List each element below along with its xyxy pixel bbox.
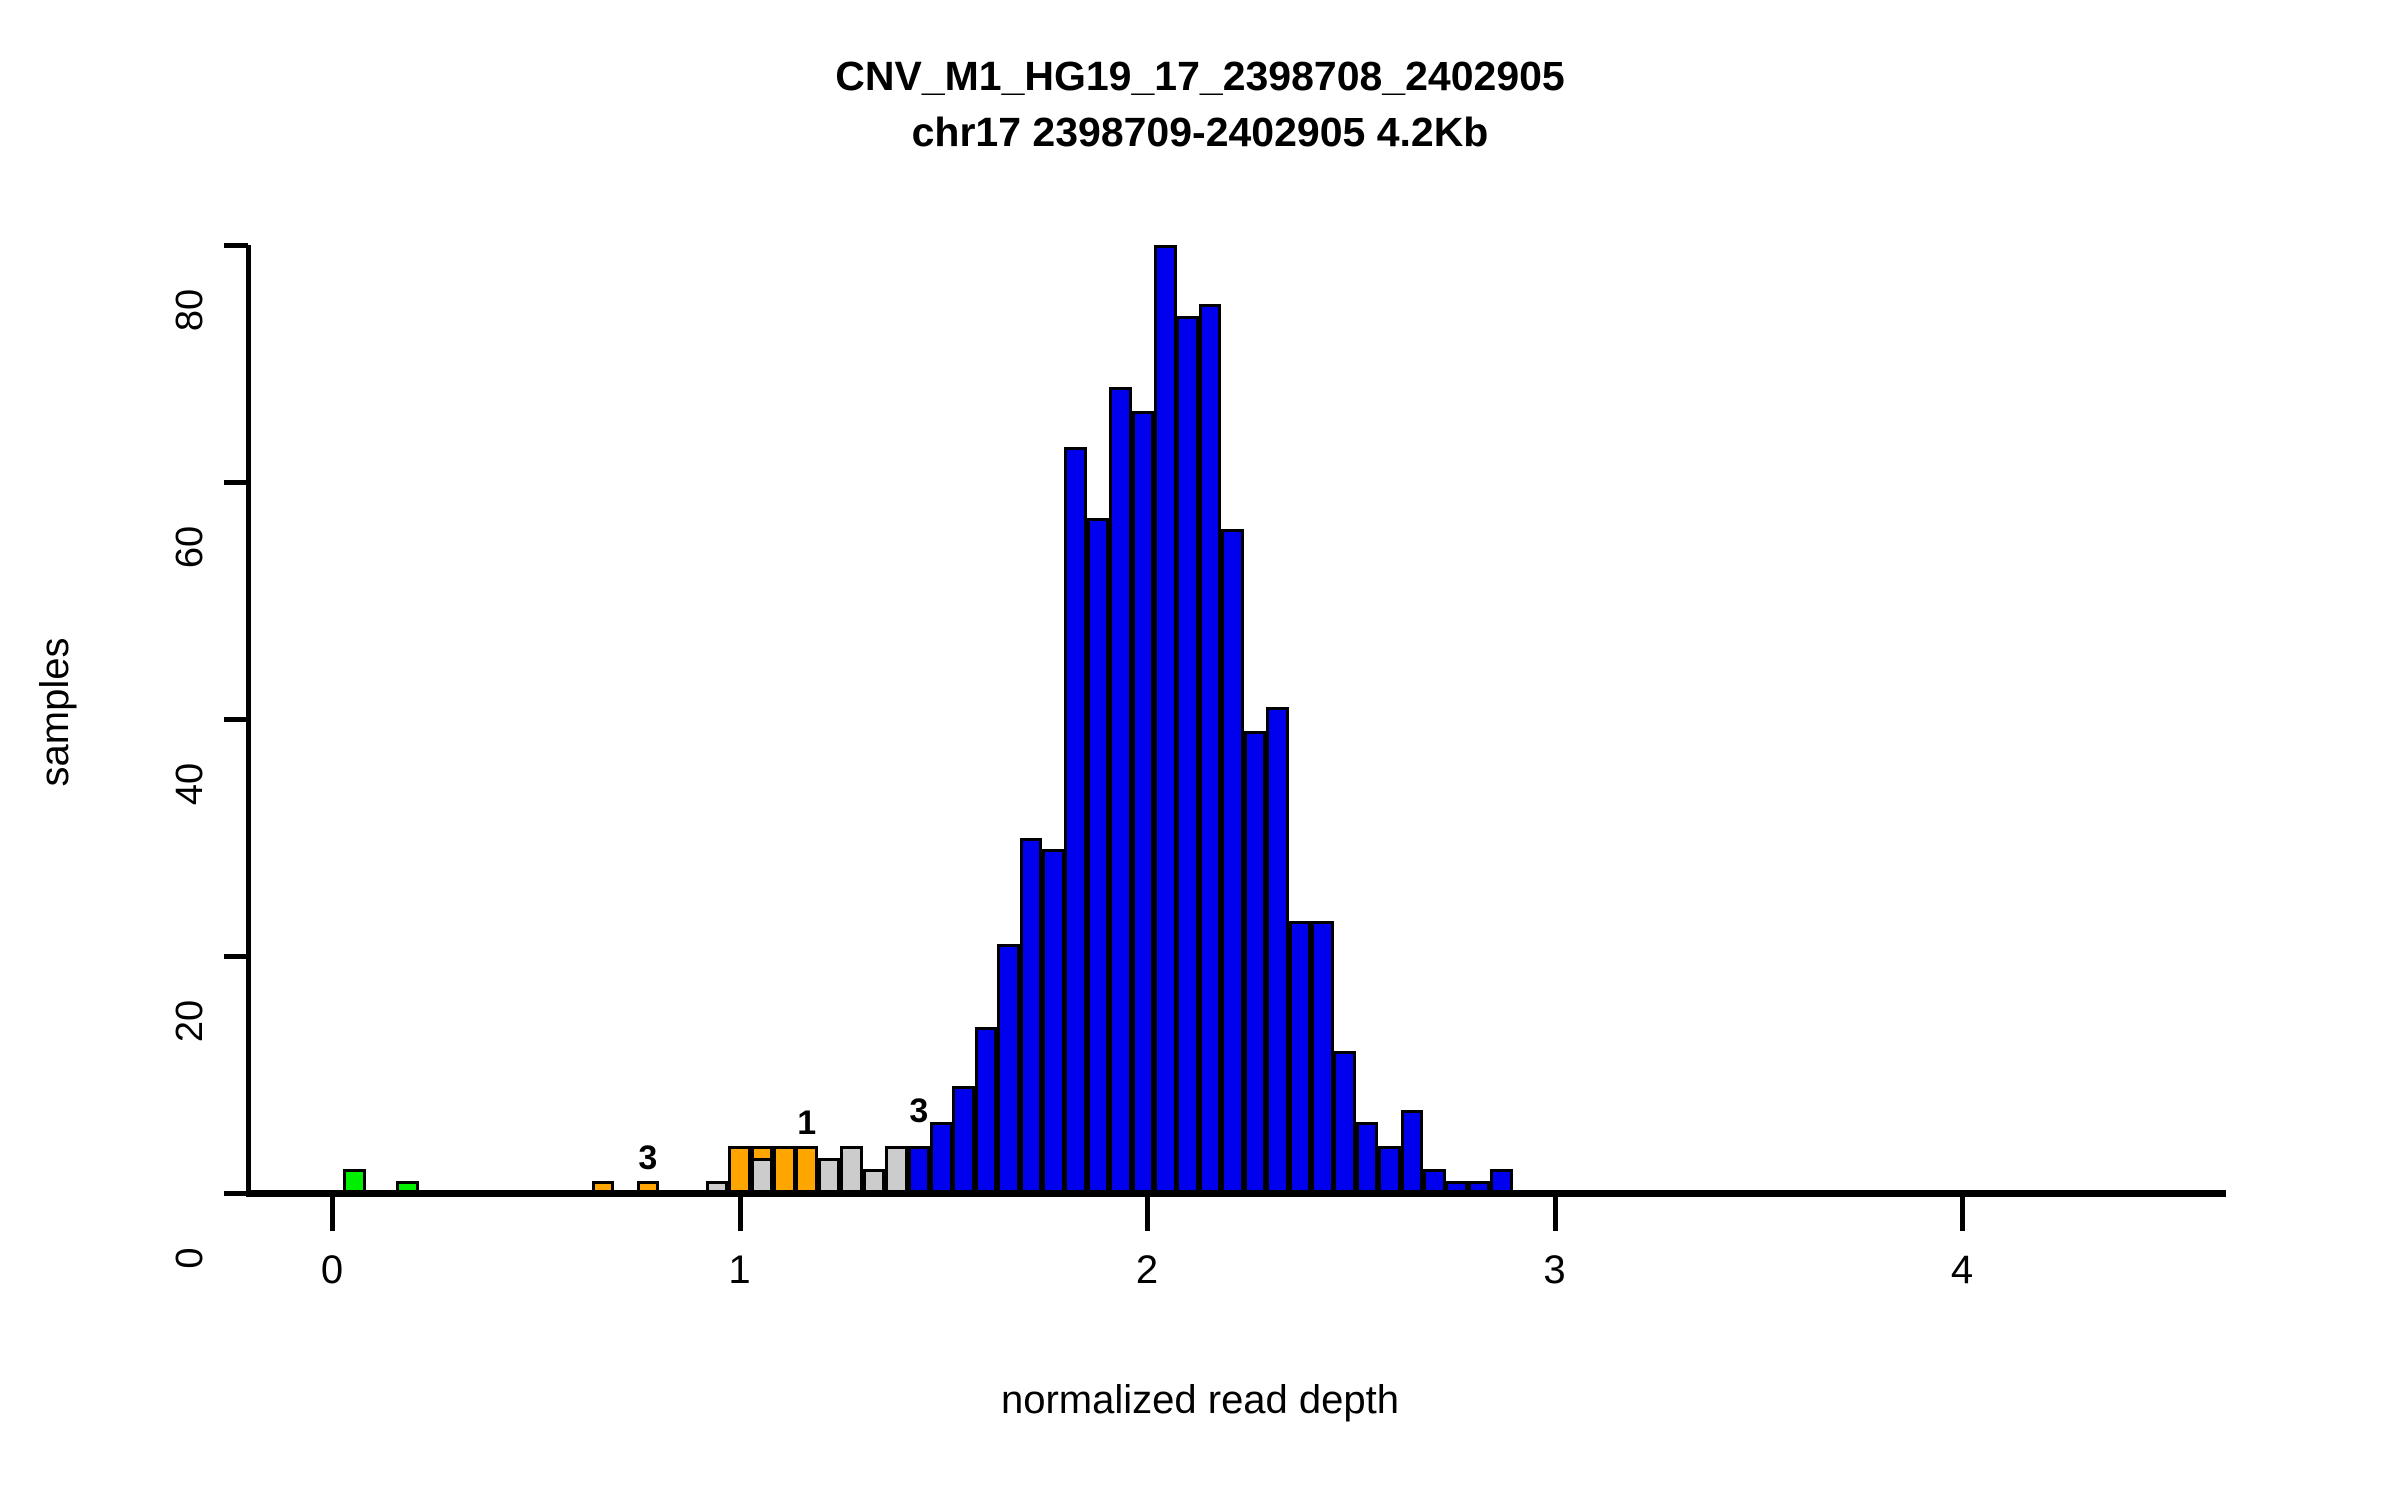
x-axis-tick-mark xyxy=(1145,1197,1150,1231)
y-axis-tick-label: 80 xyxy=(169,288,211,332)
y-axis-tick-mark xyxy=(224,480,248,485)
bar-count-label: 1 xyxy=(797,1103,817,1142)
histogram-bar-normal xyxy=(1086,517,1110,1196)
histogram-bar-normal xyxy=(1131,410,1155,1196)
histogram-bar-normal xyxy=(1266,707,1289,1196)
bar-count-label: 3 xyxy=(909,1091,929,1130)
histogram-bar-normal xyxy=(1378,1145,1401,1196)
histogram-bar-normal xyxy=(1041,849,1065,1196)
histogram-bar-normal xyxy=(952,1086,975,1196)
x-axis-tick-mark xyxy=(1552,1197,1558,1231)
y-axis-tick-mark xyxy=(224,1191,248,1196)
x-axis-tick-mark xyxy=(1960,1197,1965,1231)
y-axis-tick-label: 0 xyxy=(169,1247,211,1269)
histogram-bar-normal xyxy=(1176,316,1200,1196)
chart-title-line-1: CNV_M1_HG19_17_2398708_2402905 xyxy=(835,53,1565,99)
x-axis-tick-label: 0 xyxy=(320,1248,344,1292)
histogram-bar-normal xyxy=(1198,304,1222,1197)
x-axis-line xyxy=(246,1190,2226,1197)
histogram-bar-ambiguous xyxy=(885,1145,908,1196)
chart-title-line-2: chr17 2398709-2402905 4.2Kb xyxy=(911,109,1489,155)
histogram-bar-normal xyxy=(1355,1121,1379,1196)
histogram-bar-normal xyxy=(1221,529,1244,1196)
histogram-bar-normal xyxy=(1288,920,1312,1196)
y-axis-tick-label: 60 xyxy=(169,525,211,569)
histogram-bar-normal xyxy=(1064,446,1088,1196)
histogram-bar-normal xyxy=(974,1027,998,1196)
y-axis-line xyxy=(246,245,251,1194)
y-axis-tick-mark xyxy=(224,243,248,248)
histogram-bar-normal xyxy=(1400,1110,1424,1196)
histogram-bar-normal xyxy=(1310,920,1334,1196)
y-axis-tick-mark xyxy=(224,717,248,722)
x-axis-tick-label: 3 xyxy=(1543,1248,1566,1292)
x-axis-tick-label: 2 xyxy=(1135,1248,1159,1292)
y-axis-title: samples xyxy=(33,637,77,787)
y-axis-tick-mark xyxy=(224,954,248,959)
y-axis-tick-label: 20 xyxy=(169,999,211,1043)
histogram-bar-normal xyxy=(1333,1050,1356,1196)
histogram-bar-normal xyxy=(1109,387,1132,1196)
x-axis-tick-label: 4 xyxy=(1950,1248,1974,1292)
histogram-bar-normal xyxy=(1019,837,1043,1196)
y-axis-tick-label: 40 xyxy=(169,762,211,806)
histogram-bar-normal xyxy=(1154,245,1177,1196)
x-axis-tick-mark xyxy=(330,1197,335,1231)
histogram-bar-deletion-het xyxy=(795,1145,819,1196)
histogram-bar-deletion-het xyxy=(773,1145,796,1196)
histogram-bar-ambiguous xyxy=(840,1145,863,1196)
x-axis-tick-mark xyxy=(737,1197,743,1231)
x-axis-title: normalized read depth xyxy=(1000,1378,1400,1422)
bar-count-label: 3 xyxy=(638,1139,658,1178)
chart-title-block: CNV_M1_HG19_17_2398708_2402905 chr17 239… xyxy=(0,48,2400,160)
histogram-bar-deletion-het xyxy=(728,1145,751,1196)
histogram-bar-normal xyxy=(1243,730,1267,1196)
histogram-bar-normal xyxy=(907,1145,931,1196)
histogram-bar-normal xyxy=(997,944,1020,1196)
histogram-bar-normal xyxy=(929,1121,953,1196)
x-axis-tick-label: 1 xyxy=(728,1248,751,1292)
